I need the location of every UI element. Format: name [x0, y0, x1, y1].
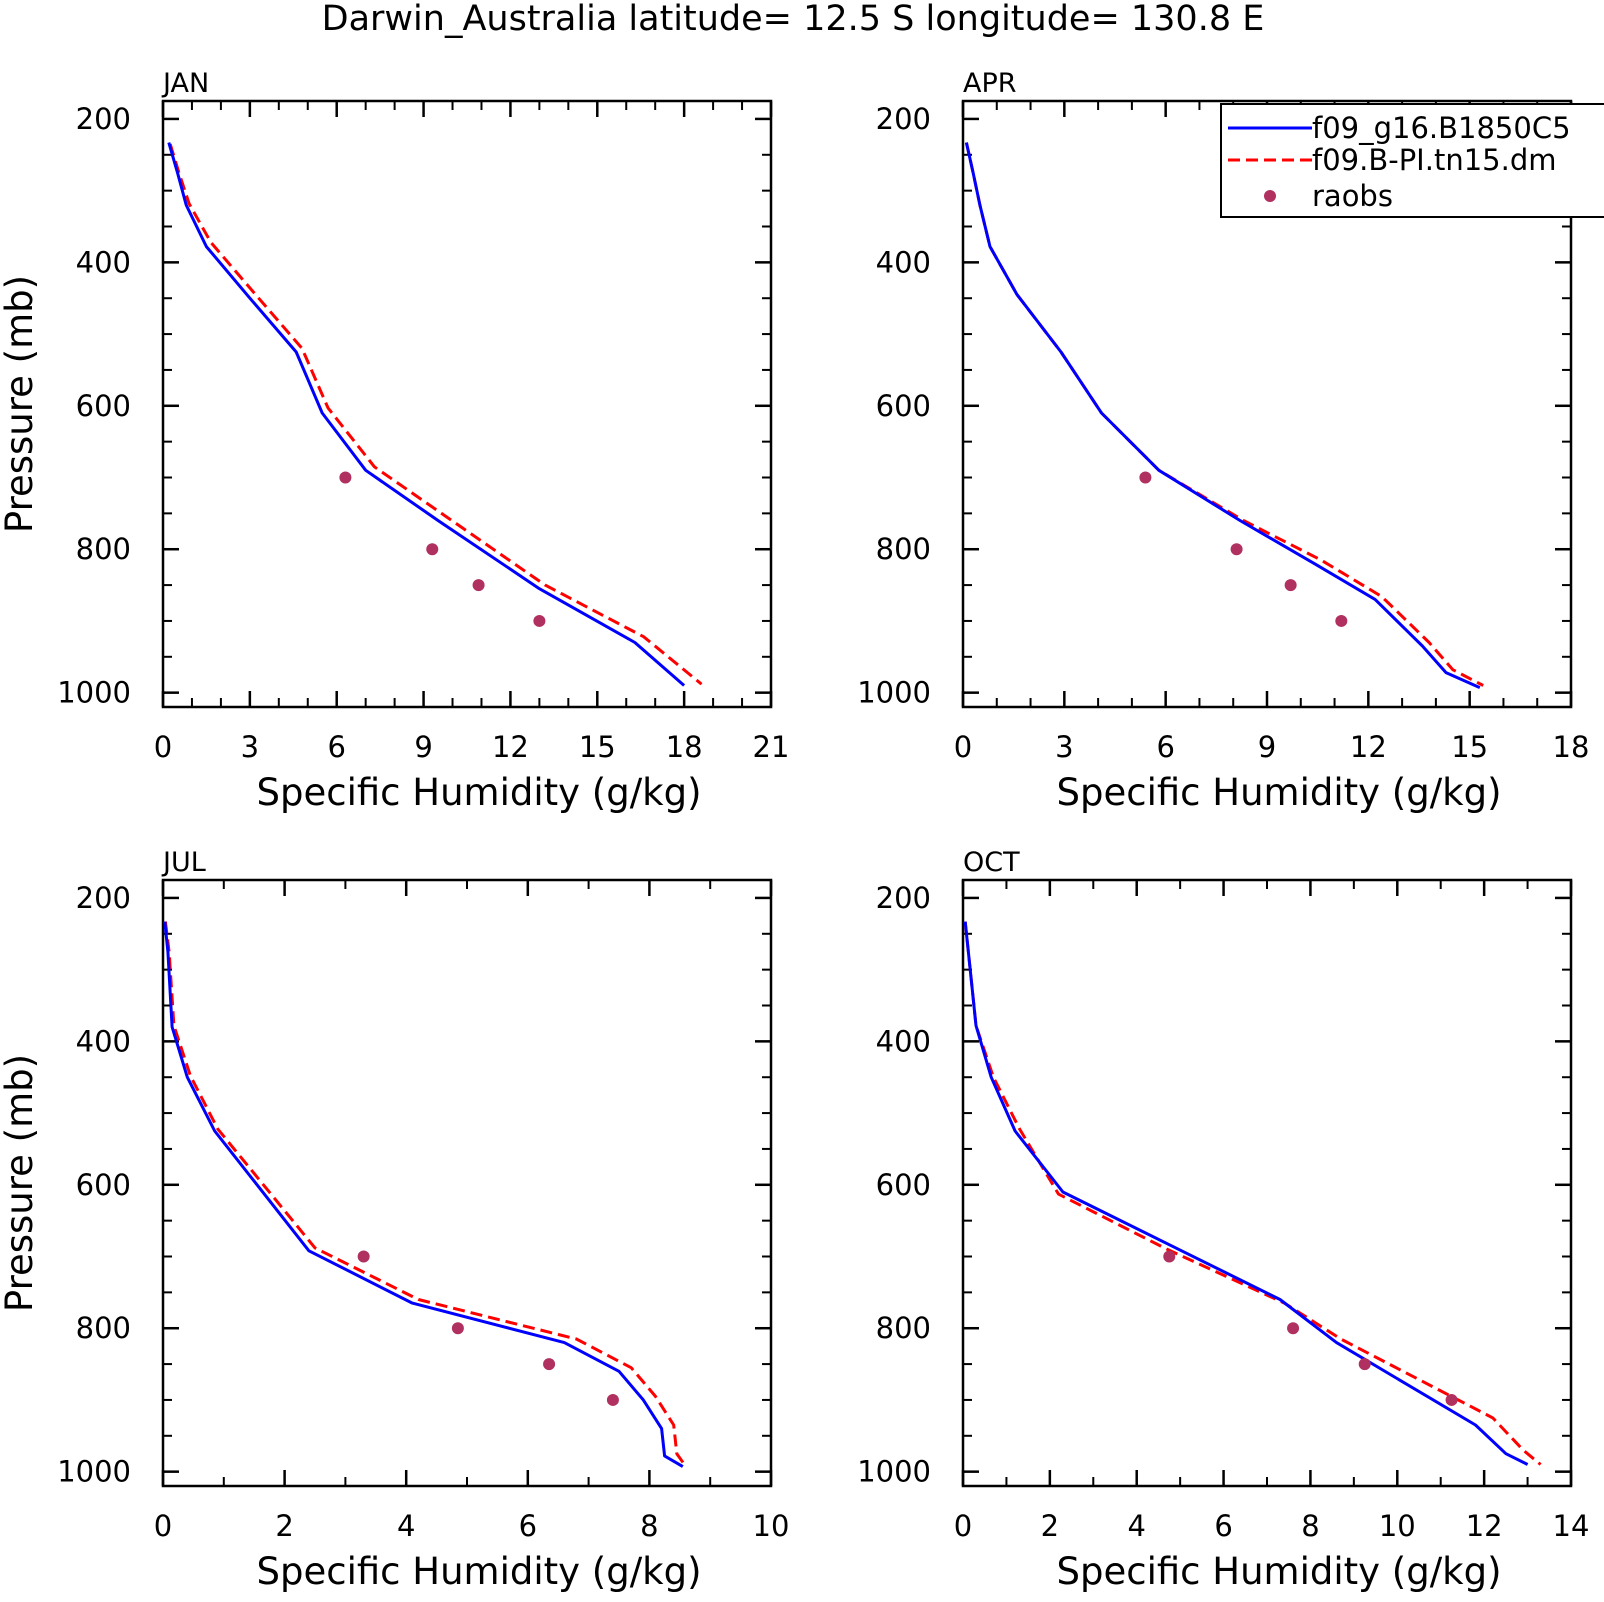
- x-tick-label: 8: [640, 1509, 658, 1543]
- legend-label: f09_g16.B1850C5: [1312, 111, 1571, 145]
- x-tick-label: 12: [1350, 730, 1387, 764]
- y-tick-label: 400: [76, 245, 131, 279]
- series-line-dashed: [163, 921, 688, 1468]
- y-axis-title: Pressure (mb): [0, 1054, 41, 1312]
- x-tick-label: 6: [1156, 730, 1174, 764]
- y-tick-label: 600: [76, 389, 131, 423]
- y-tick-label: 1000: [57, 1455, 131, 1489]
- y-tick-label: 200: [876, 881, 931, 915]
- y-axis-title: Pressure (mb): [0, 275, 41, 533]
- x-tick-label: 6: [519, 1509, 537, 1543]
- raobs-point: [339, 471, 352, 484]
- x-axis-title: Specific Humidity (g/kg): [1056, 1550, 1501, 1593]
- x-tick-label: 10: [1379, 1509, 1416, 1543]
- raobs-point: [533, 614, 546, 627]
- raobs-point: [472, 579, 485, 592]
- x-tick-label: 9: [1258, 730, 1276, 764]
- x-axis-title: Specific Humidity (g/kg): [1056, 771, 1501, 814]
- raobs-point: [1284, 579, 1297, 592]
- raobs-point: [1139, 471, 1152, 484]
- x-axis-title: Specific Humidity (g/kg): [256, 1550, 701, 1593]
- legend-entry: raobs: [1264, 179, 1393, 213]
- y-tick-label: 800: [76, 532, 131, 566]
- raobs-point: [1287, 1322, 1300, 1335]
- x-tick-label: 10: [753, 1509, 790, 1543]
- y-tick-label: 400: [76, 1024, 131, 1058]
- x-tick-label: 18: [666, 730, 703, 764]
- x-tick-label: 12: [1466, 1509, 1503, 1543]
- x-tick-label: 0: [954, 1509, 972, 1543]
- legend-entry: f09_g16.B1850C5: [1228, 111, 1571, 145]
- x-axis-title: Specific Humidity (g/kg): [256, 771, 701, 814]
- x-tick-label: 15: [1451, 730, 1488, 764]
- x-tick-label: 0: [954, 730, 972, 764]
- y-tick-label: 1000: [57, 676, 131, 710]
- legend-entry: f09.B-PI.tn15.dm: [1228, 143, 1556, 177]
- y-tick-label: 200: [76, 102, 131, 136]
- legend-label: raobs: [1312, 179, 1393, 213]
- x-tick-label: 3: [241, 730, 259, 764]
- series-line-solid: [963, 921, 1529, 1466]
- x-tick-label: 15: [579, 730, 616, 764]
- series-line-dashed: [168, 143, 703, 686]
- raobs-point: [1163, 1250, 1176, 1263]
- figure-title: Darwin_Australia latitude= 12.5 S longit…: [322, 0, 1265, 39]
- x-tick-label: 8: [1301, 1509, 1319, 1543]
- x-tick-label: 3: [1055, 730, 1073, 764]
- series-line-solid: [163, 921, 684, 1468]
- x-tick-label: 14: [1553, 1509, 1590, 1543]
- series-line-dashed: [964, 142, 1484, 687]
- y-tick-label: 800: [76, 1311, 131, 1345]
- y-tick-label: 1000: [857, 1455, 931, 1489]
- y-tick-label: 1000: [857, 676, 931, 710]
- y-tick-label: 600: [876, 1168, 931, 1202]
- y-tick-label: 200: [876, 102, 931, 136]
- x-tick-label: 4: [397, 1509, 415, 1543]
- panel-title: JUL: [161, 847, 206, 878]
- raobs-point: [451, 1322, 464, 1335]
- x-tick-label: 12: [492, 730, 529, 764]
- series-line-dashed: [963, 921, 1542, 1466]
- panel-title: JAN: [161, 68, 209, 99]
- y-tick-label: 200: [76, 881, 131, 915]
- raobs-point: [1230, 543, 1243, 556]
- y-tick-label: 600: [876, 389, 931, 423]
- legend-marker-dot: [1264, 190, 1276, 202]
- panel-title: APR: [963, 68, 1017, 99]
- x-tick-label: 9: [414, 730, 432, 764]
- x-tick-label: 0: [154, 730, 172, 764]
- y-tick-label: 800: [876, 532, 931, 566]
- panel-title: OCT: [963, 847, 1020, 878]
- panel-oct: OCT 200 400 600 800 1000 0 2 4 6 8 10 12 14 Specific H…: [857, 847, 1589, 1593]
- panel-jan: JAN 200 400 600 800 1000 0 3 6 9 12 15 18 21 Specific …: [0, 68, 789, 814]
- x-tick-label: 0: [154, 1509, 172, 1543]
- x-tick-label: 6: [327, 730, 345, 764]
- y-tick-label: 800: [876, 1311, 931, 1345]
- series-line-solid: [167, 142, 686, 687]
- legend-label: f09.B-PI.tn15.dm: [1312, 143, 1556, 177]
- y-tick-label: 400: [876, 1024, 931, 1058]
- x-tick-label: 4: [1127, 1509, 1145, 1543]
- y-tick-label: 600: [76, 1168, 131, 1202]
- raobs-point: [1445, 1393, 1458, 1406]
- plot-frame: [161, 99, 773, 709]
- x-tick-label: 6: [1214, 1509, 1232, 1543]
- panel-jul: JUL 200 400 600 800 1000 0 2 4 6 8 10 Specific Humid…: [0, 847, 789, 1593]
- raobs-point: [357, 1250, 370, 1263]
- panel-apr: APR 200 400 600 800 1000 0 3 6 9 12 15 18 Specific Hu…: [857, 68, 1589, 814]
- raobs-point: [606, 1393, 619, 1406]
- x-tick-label: 21: [753, 730, 790, 764]
- y-tick-label: 400: [876, 245, 931, 279]
- series-line-solid: [964, 142, 1481, 689]
- raobs-point: [1358, 1358, 1371, 1371]
- raobs-point: [1335, 614, 1348, 627]
- raobs-point: [543, 1358, 556, 1371]
- raobs-point: [426, 543, 439, 556]
- x-tick-label: 2: [1041, 1509, 1059, 1543]
- x-tick-label: 18: [1553, 730, 1590, 764]
- x-tick-label: 2: [275, 1509, 293, 1543]
